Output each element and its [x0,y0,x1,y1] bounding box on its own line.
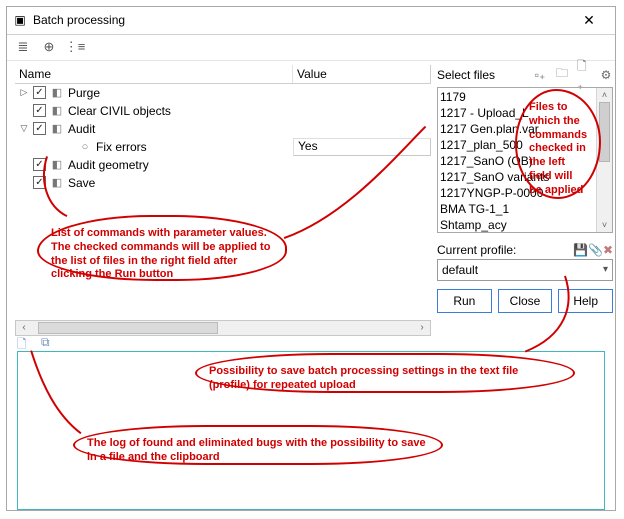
node-icon: ◧ [50,104,64,118]
app-icon: ▣ [13,13,27,27]
file-item[interactable]: 1217_SanO (OB) [440,153,594,169]
window-title: Batch processing [33,13,569,27]
add-path-icon[interactable]: ▫₊ [533,68,547,82]
vertical-scrollbar[interactable]: ˄ ˅ [596,88,612,232]
scroll-up-icon[interactable]: ˄ [597,88,612,102]
node-icon: ◧ [50,122,64,136]
commands-pane: Name Value ▷ ✓ ◧ Purge ✓ ◧ Clear CIVIL objects… [15,65,431,331]
add-file-icon[interactable]: 🗋₊ [577,68,591,82]
checkbox[interactable]: ✓ [33,104,46,117]
run-button[interactable]: Run [437,289,492,313]
checkbox[interactable]: ✓ [33,86,46,99]
file-item[interactable]: 1217_plan_500 [440,137,594,153]
profile-select[interactable]: default ▾ [437,259,613,281]
tree-row[interactable]: ▽ ✓ ◧ Audit [15,120,431,138]
copy-log-icon[interactable]: ⧉ [41,335,55,349]
tree-label: Clear CIVIL objects [68,104,171,118]
help-button[interactable]: Help [558,289,613,313]
tree-row[interactable]: ▷ ✓ ◧ Purge [15,84,431,102]
scroll-right-icon[interactable]: › [415,322,429,333]
chevron-down-icon: ▾ [603,264,608,275]
window-close-button[interactable]: ✕ [569,7,609,33]
col-name-header[interactable]: Name [15,65,293,83]
save-profile-icon[interactable]: 💾 [573,243,588,257]
tree-label: Audit [68,122,95,136]
profile-value: default [442,263,478,277]
node-icon: ◧ [50,176,64,190]
commands-header: Name Value [15,65,431,84]
expander-icon[interactable]: ▽ [19,123,29,134]
tree-label: Purge [68,86,100,100]
tree-row[interactable]: ✓ ◧ Audit geometry [15,156,431,174]
node-icon: ○ [78,140,92,154]
save-log-icon[interactable]: 🗋 [17,335,31,349]
checkbox[interactable]: ✓ [33,122,46,135]
files-pane: Select files ▫₊ 🗀 🗋₊ ⚙ 11791217 - Upload… [437,65,613,331]
batch-processing-window: ▣ Batch processing ✕ ≣ ⊕ ⋮≡ Name Value ▷… [6,6,616,511]
node-icon: ◧ [50,86,64,100]
current-profile-label: Current profile: [437,243,573,257]
add-folder-icon[interactable]: 🗀 [555,68,569,82]
delete-profile-icon[interactable]: ✖ [603,243,613,257]
file-item[interactable]: 1217 - Upload_L [440,105,594,121]
node-icon: ◧ [50,158,64,172]
col-value-header[interactable]: Value [293,65,431,83]
checkbox[interactable]: ✓ [33,176,46,189]
select-files-label: Select files [437,68,533,82]
file-item[interactable]: Shtamp_acy [440,217,594,233]
file-item[interactable]: 1217_SanO variants [440,169,594,185]
vscroll-thumb[interactable] [599,102,610,162]
close-button[interactable]: Close [498,289,553,313]
button-row: Run Close Help [437,289,613,313]
tree-row[interactable]: ✓ ◧ Clear CIVIL objects [15,102,431,120]
expander-icon[interactable]: ▷ [19,87,29,98]
checkbox[interactable]: ✓ [33,158,46,171]
list-view-icon[interactable]: ⋮≡ [67,39,83,55]
file-item[interactable]: 1217 Gen.plan.var [440,121,594,137]
select-files-header: Select files ▫₊ 🗀 🗋₊ ⚙ [437,65,613,85]
expand-all-icon[interactable]: ≣ [15,39,31,55]
tree-row[interactable]: ✓ ◧ Save [15,174,431,192]
file-item[interactable]: BMA TG-1_1 [440,201,594,217]
gear-icon[interactable]: ⚙ [599,68,613,82]
tree-label: Fix errors [96,140,147,154]
file-item[interactable]: 1179 [440,89,594,105]
add-command-icon[interactable]: ⊕ [41,39,57,55]
main-toolbar: ≣ ⊕ ⋮≡ [7,35,615,61]
content-area: Name Value ▷ ✓ ◧ Purge ✓ ◧ Clear CIVIL objects… [7,61,615,331]
tree-row[interactable]: ○ Fix errors Yes [15,138,431,156]
file-list[interactable]: 11791217 - Upload_L1217 Gen.plan.var1217… [437,87,613,233]
scroll-left-icon[interactable]: ‹ [17,322,31,333]
tree-label: Save [68,176,95,190]
log-output[interactable] [17,351,605,510]
file-item[interactable]: 1217YNGP-P-0000 [440,185,594,201]
scroll-thumb[interactable] [38,322,218,334]
titlebar: ▣ Batch processing ✕ [7,7,615,35]
commands-tree[interactable]: ▷ ✓ ◧ Purge ✓ ◧ Clear CIVIL objects ▽ ✓ ◧ Audit ○ Fi… [15,84,431,284]
tree-label: Audit geometry [68,158,149,172]
attach-profile-icon[interactable]: 📎 [588,243,603,257]
value-cell[interactable]: Yes [293,138,431,156]
horizontal-scrollbar[interactable]: ‹ › [15,320,431,336]
scroll-down-icon[interactable]: ˅ [597,218,612,232]
